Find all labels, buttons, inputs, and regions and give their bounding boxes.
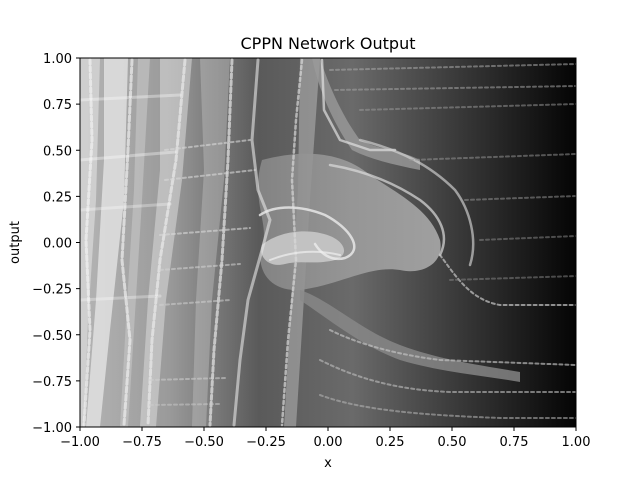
x-tick-label: 0.00: [314, 435, 343, 450]
y-tick-label: −1.00: [32, 421, 72, 436]
x-tick-label: 0.25: [376, 435, 405, 450]
y-tick-label: −0.75: [32, 375, 72, 390]
y-tick-label: −0.50: [32, 329, 72, 344]
y-tick-label: −0.25: [32, 283, 72, 298]
x-tick-label: 0.75: [500, 435, 529, 450]
heatmap-image: [80, 58, 576, 427]
x-tick-label: −0.50: [184, 435, 224, 450]
x-tick-label: −1.00: [60, 435, 100, 450]
x-axis-label: x: [324, 456, 332, 471]
x-axis: −1.00 −0.75 −0.50 −0.25 0.00 0.25 0.50 0.75 1.00: [60, 427, 590, 450]
y-tick-label: 0.75: [43, 98, 72, 113]
chart-title: CPPN Network Output: [241, 34, 416, 53]
y-tick-label: 1.00: [43, 52, 72, 67]
x-tick-label: −0.25: [246, 435, 286, 450]
x-tick-label: 0.50: [438, 435, 467, 450]
heatmap-contours: [80, 58, 576, 427]
y-tick-label: 0.25: [43, 190, 72, 205]
x-tick-label: 1.00: [562, 435, 591, 450]
x-tick-label: −0.75: [122, 435, 162, 450]
y-axis-label: output: [8, 221, 23, 264]
y-tick-label: 0.50: [43, 144, 72, 159]
y-tick-label: 0.00: [43, 237, 72, 252]
y-axis: 1.00 0.75 0.50 0.25 0.00 −0.25 −0.50 −0.75 −1.00: [32, 52, 80, 436]
